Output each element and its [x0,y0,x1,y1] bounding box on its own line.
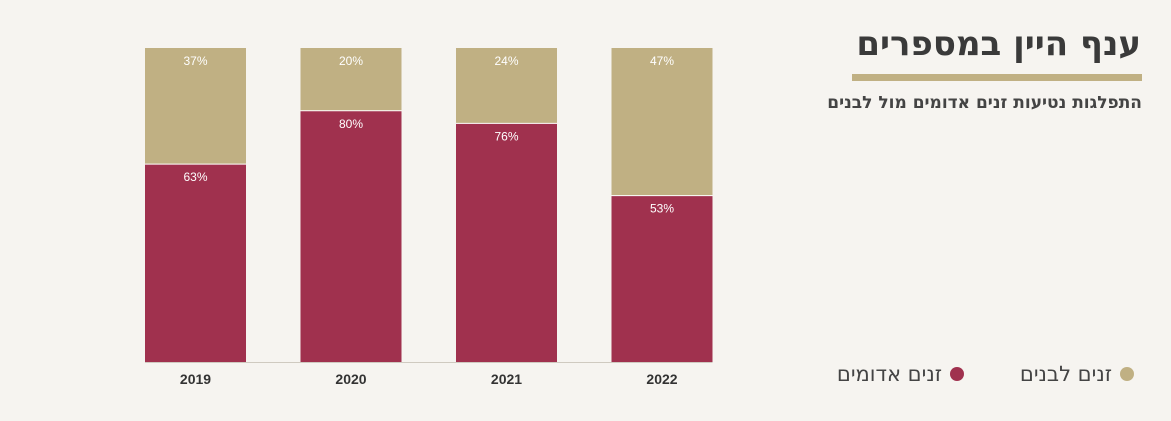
x-tick-label: 2022 [646,371,677,387]
page-subtitle: התפלגות נטיעות זנים אדומים מול לבנים [827,93,1142,113]
bar-segment-white-2019 [145,48,246,165]
bar-segment-red-2020 [300,110,402,362]
legend-red-label: זנים אדומים [836,362,942,386]
legend-item-white: זנים לבנים [1020,362,1134,386]
data-label: 63% [183,170,207,184]
legend-white-dot-icon [1120,367,1134,381]
data-label: 37% [183,54,207,68]
bar-segment-white-2020 [300,48,402,111]
legend-white-label: זנים לבנים [1019,362,1112,386]
data-label: 80% [339,117,363,131]
bar-segment-white-2022 [611,48,713,196]
data-label: 24% [494,54,518,68]
bar-segment-red-2022 [611,195,713,362]
data-label: 47% [650,54,674,68]
legend-item-red: זנים אדומים [837,362,964,386]
stacked-bar-chart: 63% 37% 2019 80% 20% 2020 76% 24% 2021 53% 47% 2022 [145,48,713,387]
title-underline [852,74,1142,81]
data-label: 76% [494,129,518,143]
x-tick-label: 2020 [335,371,366,387]
bar-segment-red-2021 [456,123,557,362]
page-title: ענף היין במספרים [856,24,1141,64]
legend-red-dot-icon [950,367,964,381]
data-label: 53% [650,202,674,216]
bar-segment-white-2021 [456,48,557,124]
bar-segment-red-2019 [145,164,246,362]
data-label: 20% [339,54,363,68]
x-tick-label: 2021 [491,371,522,387]
x-tick-label: 2019 [180,371,211,387]
